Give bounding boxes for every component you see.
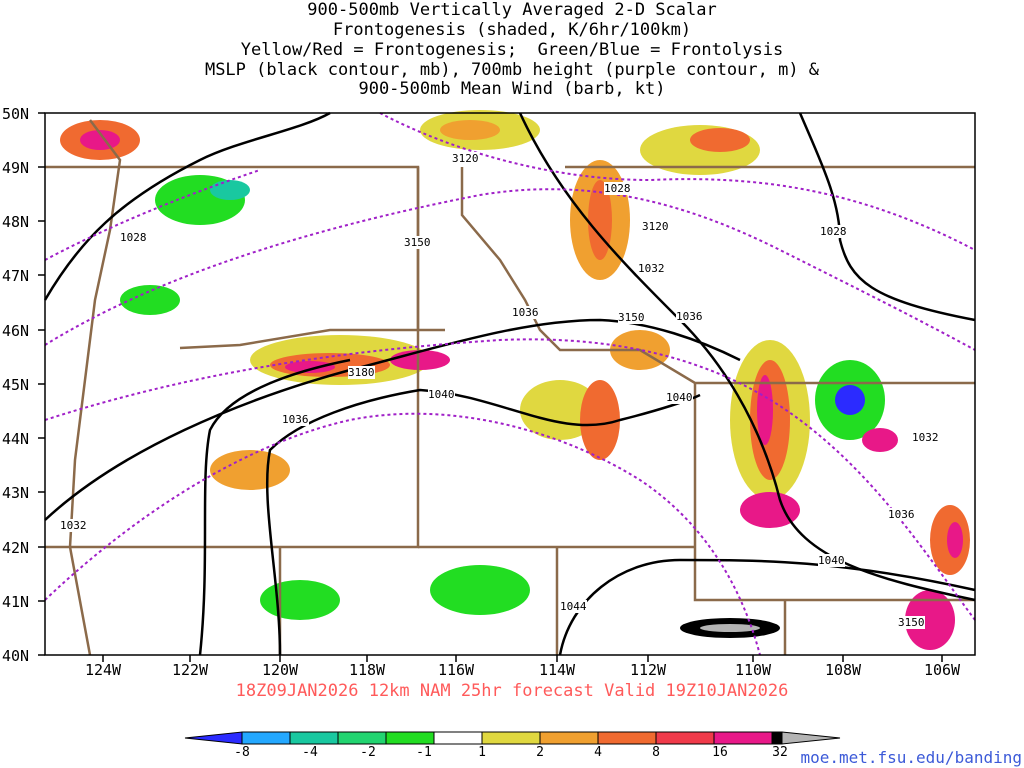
lon-label: 120W [261,661,299,679]
colorbar [184,731,841,745]
mslp-label: 1032 [638,262,665,275]
mslp-label: 1040 [666,391,693,404]
forecast-validity-text: 18Z09JAN2026 12km NAM 25hr forecast Vali… [235,681,789,701]
lat-label: 46N [2,322,30,340]
colorbar-label: -2 [360,745,376,760]
lat-ticks [38,112,45,656]
mslp-label: 1028 [120,231,147,244]
lon-label: 116W [437,661,475,679]
height-label: 3150 [618,311,645,324]
colorbar-label: -8 [234,745,250,760]
title-line-5: 900-500mb Mean Wind (barb, kt) [358,79,666,99]
lat-label: 45N [2,376,30,394]
lon-label: 118W [348,661,386,679]
lon-label: 122W [171,661,209,679]
lat-label: 40N [2,647,30,665]
lon-ticks [102,655,943,662]
mslp-label: 1044 [560,600,587,613]
title-line-1: 900-500mb Vertically Averaged 2-D Scalar [307,0,717,20]
lon-label: 110W [734,661,772,679]
mslp-label: 1036 [676,310,703,323]
colorbar-label: 8 [652,745,660,760]
colorbar-label: 2 [536,745,544,760]
lat-label: 50N [2,105,30,123]
lat-label: 42N [2,539,30,557]
lat-label: 43N [2,484,30,502]
credit-link[interactable]: moe.met.fsu.edu/banding [800,748,1022,767]
lat-label: 48N [2,213,30,231]
lon-label: 114W [538,661,576,679]
state-borders [45,119,975,656]
mslp-label: 1040 [818,554,845,567]
colorbar-label: -4 [302,745,318,760]
lat-label: 49N [2,159,30,177]
mslp-label: 1040 [428,388,455,401]
title-line-4: MSLP (black contour, mb), 700mb height (… [204,60,820,80]
colorbar-label: 4 [594,745,602,760]
lat-label: 44N [2,430,30,448]
title-line-2: Frontogenesis (shaded, K/6hr/100km) [332,20,692,40]
height-label: 3120 [642,220,669,233]
frontogenesis-shading [60,110,970,650]
mslp-label: 1028 [604,182,631,195]
height-label: 3120 [452,152,479,165]
colorbar-label: -1 [416,745,432,760]
mslp-label: 1032 [912,431,939,444]
mslp-label: 1032 [60,519,87,532]
mslp-label: 1036 [282,413,309,426]
colorbar-label: 16 [712,745,728,760]
lat-label: 41N [2,593,30,611]
height-label: 3150 [898,616,925,629]
height-label: 3180 [348,366,375,379]
lon-label: 124W [84,661,122,679]
mslp-label: 1036 [512,306,539,319]
lon-label: 108W [824,661,862,679]
lon-label: 112W [629,661,667,679]
mslp-label: 1036 [888,508,915,521]
colorbar-label: 32 [772,745,788,760]
title-line-3: Yellow/Red = Frontogenesis; Green/Blue =… [240,40,784,60]
height-label: 3150 [404,236,431,249]
mslp-label: 1028 [820,225,847,238]
lat-label: 47N [2,267,30,285]
height-contours [44,112,976,656]
lon-label: 106W [923,661,961,679]
colorbar-label: 1 [478,745,486,760]
